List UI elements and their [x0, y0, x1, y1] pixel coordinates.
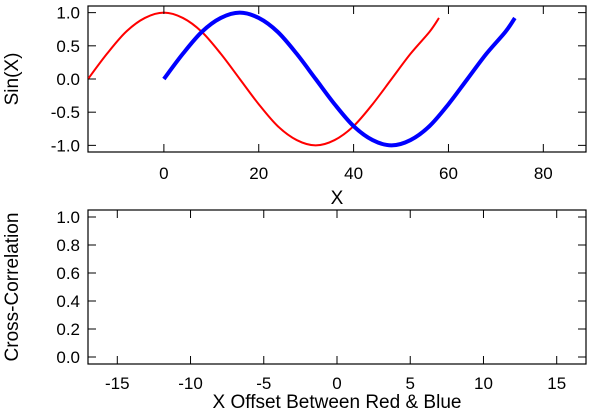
- cross-correlation-ytick-label: 0.4: [56, 292, 80, 311]
- cross-correlation-xtick-label: -5: [256, 374, 271, 393]
- sine-series-1-line: [162, 10, 517, 148]
- cross-correlation-xtick-label: 15: [547, 374, 566, 393]
- cross-correlation-ytick-label: 1.0: [56, 208, 80, 227]
- cross-correlation-ytick-label: 0.2: [56, 320, 80, 339]
- cross-correlation-xtick-label: 0: [332, 374, 341, 393]
- cross-correlation-ytick-label: 0.0: [56, 348, 80, 367]
- cross-correlation-xtick-label: -10: [178, 374, 203, 393]
- cross-correlation-plot-panel: -15 -10 -5 0 5 10 15 0.0 0.2 0.4 0.6 0.8 1.0 X Offset…: [2, 208, 587, 412]
- cross-correlation-x-axis-title: X Offset Between Red & Blue: [213, 392, 462, 412]
- sine-ytick-label: 0.0: [56, 70, 80, 89]
- sine-xtick-label: 60: [439, 164, 458, 183]
- sine-ytick-label: -0.5: [51, 103, 80, 122]
- sine-ytick-label: -1.0: [51, 136, 80, 155]
- cross-correlation-xtick-label: 10: [474, 374, 493, 393]
- sine-x-axis-title: X: [331, 188, 344, 209]
- cross-correlation-xtick-label: -15: [105, 374, 130, 393]
- cross-correlation-xtick-label: 5: [406, 374, 415, 393]
- cross-correlation-ytick-label: 0.8: [56, 236, 80, 255]
- sine-plot-frame: [87, 5, 587, 153]
- sine-xtick-label: 80: [534, 164, 553, 183]
- sine-xtick-label: 40: [344, 164, 363, 183]
- sine-plot-panel: 0 20 40 60 80 -1.0 -0.5 0.0 0.5 1.0 X Sin(X): [2, 4, 587, 209]
- sine-ytick-label: 0.5: [56, 37, 80, 56]
- sine-xtick-label: 20: [249, 164, 268, 183]
- cross-correlation-plot-frame: [87, 209, 587, 365]
- sine-series-0-line: [88, 11, 440, 147]
- sine-ytick-label: 1.0: [56, 4, 80, 23]
- sine-y-axis-title: Sin(X): [2, 53, 23, 106]
- cross-correlation-ytick-label: 0.6: [56, 264, 80, 283]
- cross-correlation-y-axis-title: Cross-Correlation: [2, 213, 23, 362]
- sine-xtick-label: 0: [159, 164, 168, 183]
